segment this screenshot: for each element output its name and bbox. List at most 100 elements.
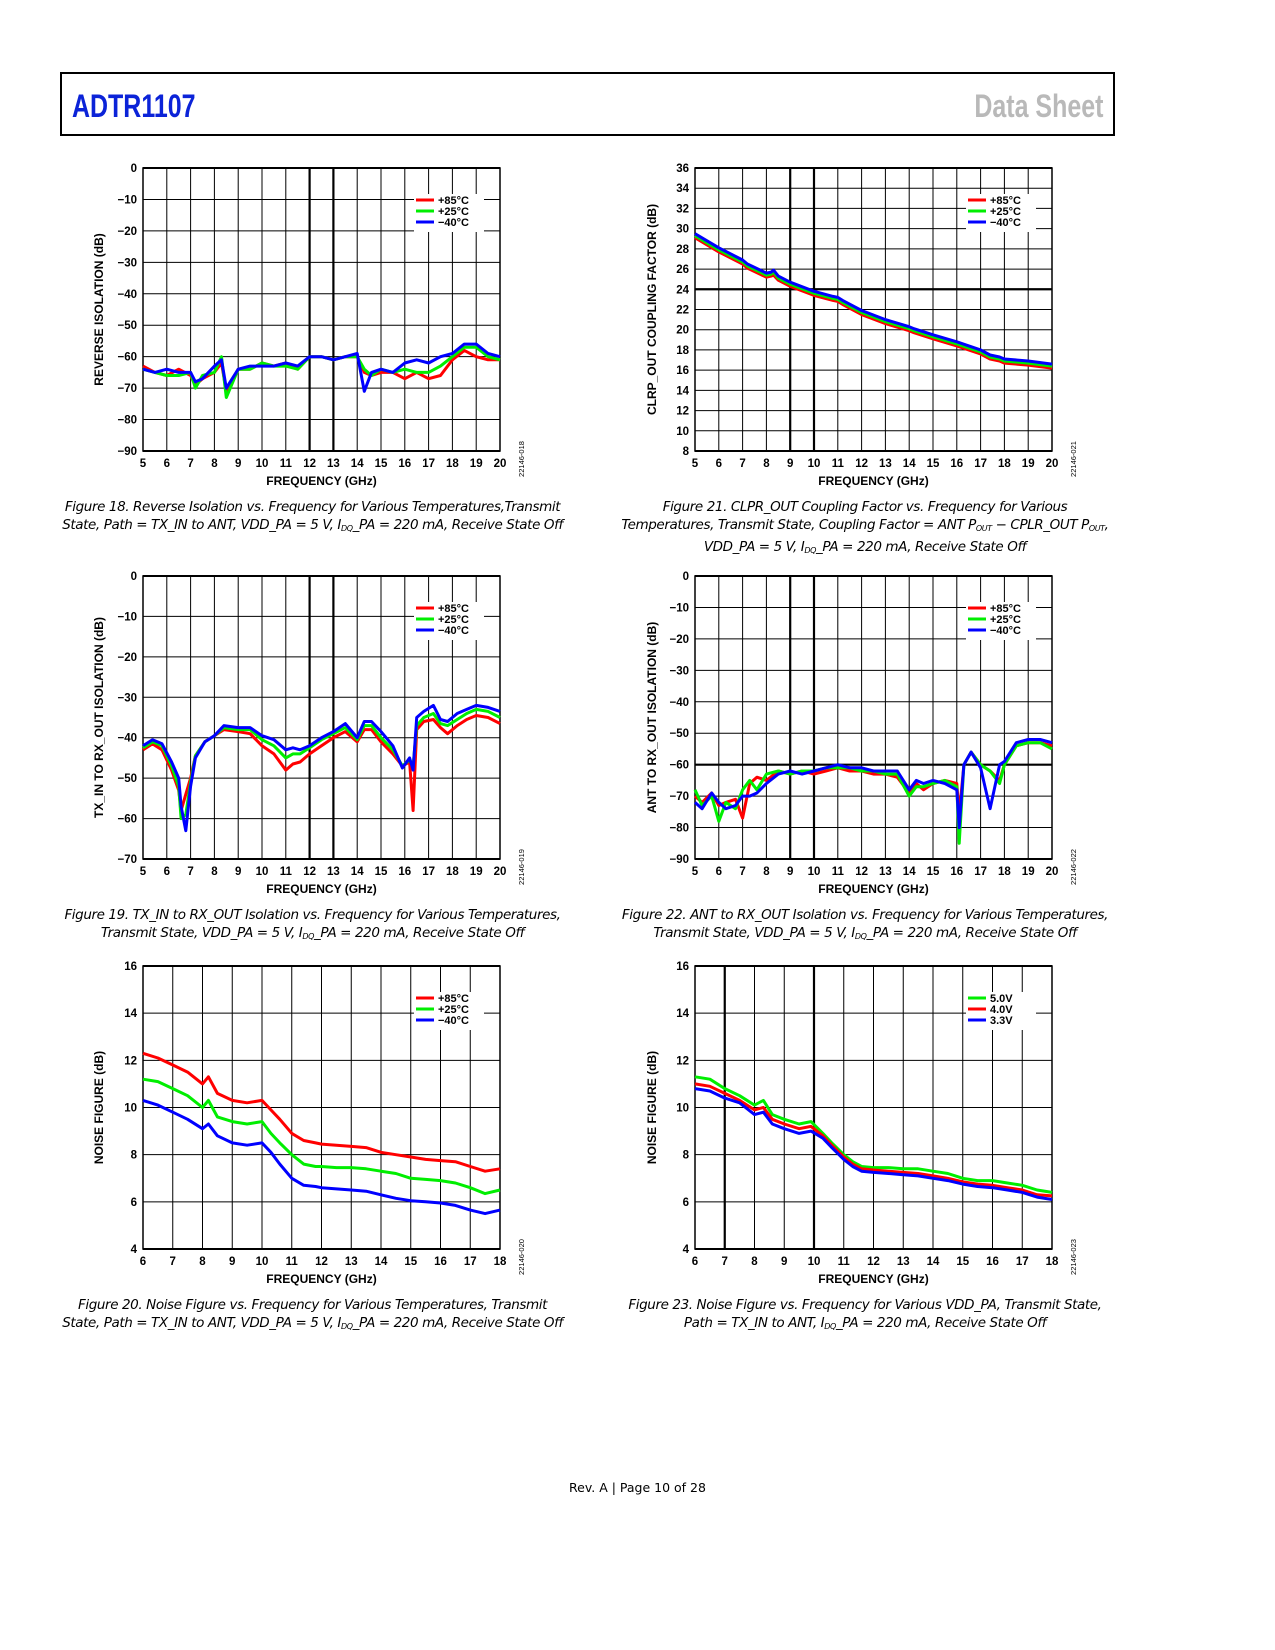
figure-id: 22146-020 [517,1239,526,1275]
y-tick-label: 32 [676,203,689,215]
x-tick-label: 8 [751,1256,758,1268]
y-tick-label: 28 [676,244,689,256]
page-header: ADTR1107 Data Sheet [60,72,1115,136]
x-tick-label: 7 [722,1256,728,1268]
y-tick-label: −50 [117,773,137,785]
legend-label: +85°C [990,603,1021,615]
x-tick-label: 6 [140,1256,146,1268]
series-line [693,741,1053,845]
y-axis-label: NOISE FIGURE (dB) [645,1051,659,1164]
legend-label: +25°C [990,614,1021,626]
page-footer: Rev. A | Page 10 of 28 [569,1480,706,1495]
caption-line: Figure 22. ANT to RX_OUT Isolation vs. F… [621,907,1109,923]
y-tick-label: 24 [676,284,689,296]
y-tick-label: 18 [676,345,689,357]
y-tick-label: 4 [683,1244,690,1256]
y-tick-label: 14 [124,1008,137,1020]
x-tick-label: 8 [211,866,218,878]
y-tick-label: −50 [117,320,137,332]
y-tick-label: −40 [669,697,689,709]
y-tick-label: −70 [669,791,689,803]
x-tick-label: 5 [140,866,147,878]
y-tick-label: 10 [676,426,689,438]
legend-label: +25°C [438,206,469,218]
y-tick-label: 10 [676,1103,689,1115]
x-tick-label: 13 [345,1256,358,1268]
product-title: ADTR1107 [72,88,196,124]
x-axis-label: FREQUENCY (GHz) [818,474,928,488]
y-tick-label: 12 [676,1055,689,1067]
chart-ant-rxout-isolation: 5 6 7 8 9 10 11 12 13 14 15 16 17 18 19 20 0 −10 −20 −30 −40… [645,571,1078,896]
x-tick-label: 6 [692,1256,698,1268]
figure-caption: Figure 23. Noise Figure vs. Frequency fo… [610,1296,1120,1336]
x-tick-label: 10 [808,458,821,470]
x-tick-label: 15 [927,458,940,470]
y-tick-label: −70 [117,854,137,866]
x-tick-label: 14 [903,458,916,470]
x-tick-label: 16 [434,1256,447,1268]
x-tick-label: 11 [286,1256,299,1268]
x-tick-label: 7 [739,866,745,878]
y-tick-label: 12 [676,406,689,418]
figure-caption: Figure 18. Reverse Isolation vs. Frequen… [60,498,565,538]
legend-label: +85°C [438,195,469,207]
x-tick-label: 9 [787,458,793,470]
x-tick-label: 20 [1046,866,1059,878]
legend-label: 5.0V [990,993,1013,1005]
x-axis-label: FREQUENCY (GHz) [818,1272,928,1286]
y-tick-label: 8 [131,1150,138,1162]
x-tick-label: 17 [1016,1256,1029,1268]
y-tick-label: −80 [117,415,137,427]
caption-line: Path = TX_IN to ANT, IDQ_PA = 220 mA, Re… [683,1315,1047,1331]
series-line [142,714,501,812]
x-tick-label: 20 [494,458,507,470]
series-line [694,232,1053,366]
y-tick-label: 22 [676,305,689,317]
x-tick-label: 7 [187,458,193,470]
x-tick-label: 13 [879,866,892,878]
legend-label: −40°C [438,625,469,637]
x-tick-label: 16 [950,866,963,878]
legend-label: +25°C [990,206,1021,218]
x-axis-label: FREQUENCY (GHz) [266,1272,376,1286]
y-tick-label: 4 [131,1244,138,1256]
x-tick-label: 16 [398,866,411,878]
y-tick-label: −30 [669,665,689,677]
x-tick-label: 17 [974,866,987,878]
x-tick-label: 14 [903,866,916,878]
caption-line: Temperatures, Transmit State, Coupling F… [621,517,1109,533]
x-tick-label: 9 [235,866,241,878]
y-tick-label: −20 [117,652,137,664]
x-tick-label: 15 [404,1256,417,1268]
x-tick-label: 8 [211,458,218,470]
legend-label: +85°C [438,993,469,1005]
y-tick-label: −50 [669,728,689,740]
x-tick-label: 8 [763,458,770,470]
y-tick-label: −20 [117,226,137,238]
x-tick-label: 17 [974,458,987,470]
x-tick-label: 14 [375,1256,388,1268]
x-tick-label: 16 [950,458,963,470]
chart-txin-rxout-isolation: 5 6 7 8 9 10 11 12 13 14 15 16 17 18 19 20 0 −10 −20 −30 −40… [92,571,526,896]
series-line [142,1098,501,1216]
x-tick-label: 7 [739,458,745,470]
y-tick-label: −90 [117,446,137,458]
x-tick-label: 18 [446,458,459,470]
x-tick-label: 9 [235,458,241,470]
y-tick-label: 34 [676,183,689,195]
x-tick-label: 13 [327,866,340,878]
x-tick-label: 12 [315,1256,328,1268]
y-tick-label: 6 [683,1197,689,1209]
y-tick-label: 16 [676,365,689,377]
chart-noise-figure-temperature: 6 7 8 9 10 11 12 13 14 15 16 17 1846810121416+85°C+2… [92,961,526,1286]
x-tick-label: 18 [446,866,459,878]
caption-line: Figure 23. Noise Figure vs. Frequency fo… [628,1297,1102,1313]
x-tick-label: 19 [1022,866,1035,878]
x-tick-label: 9 [229,1256,235,1268]
y-tick-label: 20 [676,325,689,337]
legend-label: 3.3V [990,1015,1013,1027]
x-tick-label: 17 [464,1256,477,1268]
x-tick-label: 11 [832,866,845,878]
x-tick-label: 15 [956,1256,969,1268]
x-tick-label: 10 [808,866,821,878]
